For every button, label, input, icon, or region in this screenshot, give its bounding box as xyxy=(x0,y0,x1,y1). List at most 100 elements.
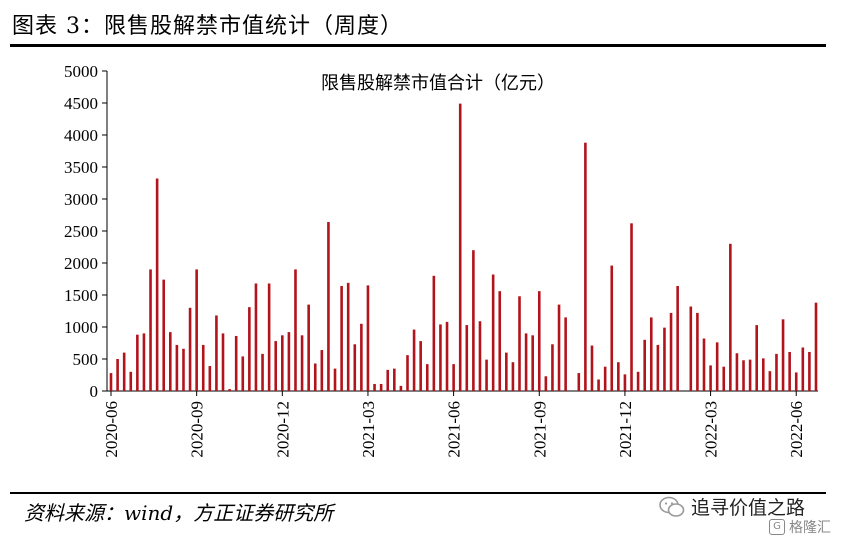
bar xyxy=(412,329,416,391)
bar xyxy=(630,223,633,391)
bar xyxy=(287,332,291,391)
bar xyxy=(136,334,139,391)
bar xyxy=(327,222,330,391)
bar xyxy=(267,283,271,391)
y-tick-label: 3000 xyxy=(64,190,98,209)
bar xyxy=(182,348,185,391)
bar xyxy=(208,366,212,391)
brand-logo-icon: G xyxy=(769,519,785,535)
bar xyxy=(742,360,745,391)
y-tick-label: 3500 xyxy=(64,158,98,177)
bar xyxy=(544,376,548,391)
bar xyxy=(129,371,133,391)
bar xyxy=(511,362,515,391)
bar xyxy=(478,321,482,391)
bar xyxy=(524,333,528,391)
watermark-text: 追寻价值之路 xyxy=(690,497,805,519)
bar xyxy=(201,344,205,391)
y-tick-label: 4000 xyxy=(64,126,98,145)
y-tick-label: 1500 xyxy=(64,286,98,305)
bar xyxy=(689,306,693,391)
watermark-row: 追寻价值之路 xyxy=(659,493,805,520)
bar xyxy=(537,291,541,391)
bar xyxy=(722,366,726,391)
bar xyxy=(366,285,370,391)
bar xyxy=(228,389,231,391)
bar xyxy=(175,344,179,391)
bar xyxy=(485,359,488,391)
x-tick-label: 2022-03 xyxy=(702,401,721,458)
bar xyxy=(458,103,462,391)
bar xyxy=(419,341,422,391)
bar xyxy=(518,296,521,391)
x-tick-label: 2020-09 xyxy=(188,401,207,458)
bar xyxy=(577,373,581,391)
bar xyxy=(564,317,567,391)
top-rule xyxy=(10,44,826,47)
bar xyxy=(386,369,390,391)
chart-title: 限售股解禁市值合计（亿元） xyxy=(321,73,555,94)
bar xyxy=(320,350,324,391)
bar xyxy=(274,341,278,391)
bar xyxy=(781,319,785,391)
bar xyxy=(729,243,732,391)
bar xyxy=(333,368,337,391)
bottom-rule xyxy=(10,492,826,494)
bar xyxy=(452,364,455,391)
bar xyxy=(735,353,739,391)
bar xyxy=(142,333,146,391)
y-tick-label: 0 xyxy=(90,382,99,401)
bar xyxy=(531,335,534,391)
bar xyxy=(307,304,310,391)
bar xyxy=(261,353,264,391)
bar xyxy=(188,307,192,391)
bar xyxy=(195,269,198,391)
bar xyxy=(254,283,258,391)
bar xyxy=(702,338,706,391)
bar xyxy=(814,302,818,391)
bar xyxy=(472,250,475,391)
bar xyxy=(373,383,376,391)
watermark-brand: G 格隆汇 xyxy=(769,517,831,537)
bar xyxy=(808,351,811,391)
bar xyxy=(656,344,660,391)
x-tick-label: 2021-03 xyxy=(359,401,378,458)
bar xyxy=(432,275,436,391)
bar xyxy=(636,371,640,391)
bar xyxy=(116,359,119,391)
bar xyxy=(715,342,719,391)
bar xyxy=(491,274,495,391)
bar xyxy=(584,142,587,391)
bar xyxy=(234,335,238,391)
bar xyxy=(379,383,383,391)
chart-axes xyxy=(102,70,818,396)
bar xyxy=(761,358,765,391)
bar xyxy=(603,366,607,391)
bar xyxy=(399,385,403,391)
figure-title: 图表 3：限售股解禁市值统计（周度） xyxy=(12,14,403,39)
bar xyxy=(748,359,752,391)
bar xyxy=(663,327,666,391)
x-tick-label: 2021-06 xyxy=(445,401,464,458)
bar xyxy=(445,321,449,391)
bar xyxy=(294,269,297,391)
bar xyxy=(340,286,343,391)
bar xyxy=(109,373,113,391)
bar xyxy=(557,304,561,391)
bar xyxy=(788,351,791,391)
bar xyxy=(623,374,627,391)
x-tick-labels: 2020-06 2020-09 2020-12 2021-03 2021-06 2021-… xyxy=(102,401,806,458)
chart-bars xyxy=(109,103,818,391)
y-tick-label: 2500 xyxy=(64,222,98,241)
bar xyxy=(155,178,159,391)
bar xyxy=(241,356,245,391)
bar xyxy=(162,279,166,391)
bar xyxy=(248,307,251,391)
bar xyxy=(300,335,304,391)
bar xyxy=(169,332,172,391)
y-tick-label: 2000 xyxy=(64,254,98,273)
bar xyxy=(551,344,554,391)
bar xyxy=(425,364,429,391)
bar xyxy=(313,363,317,391)
bar xyxy=(768,371,772,391)
